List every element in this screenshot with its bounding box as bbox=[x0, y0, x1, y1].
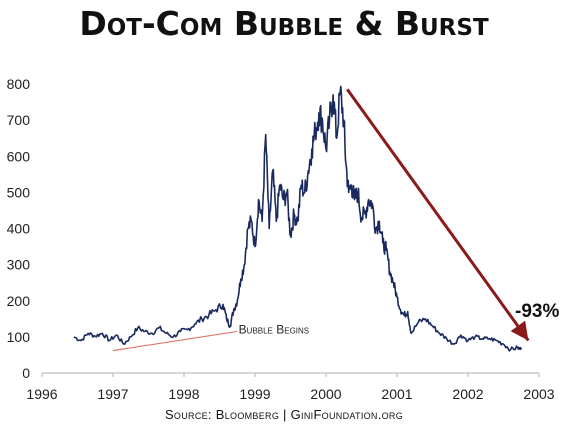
decline-percent-label: -93% bbox=[515, 301, 559, 322]
source-footer: Source: Bloomberg | GiniFoundation.org bbox=[164, 407, 404, 422]
y-tick-label: 500 bbox=[7, 184, 31, 200]
x-tick-label: 1999 bbox=[239, 386, 270, 402]
x-tick-label: 2002 bbox=[452, 386, 483, 402]
x-tick-label: 2001 bbox=[381, 386, 412, 402]
y-tick-label: 100 bbox=[7, 329, 31, 345]
x-tick-label: 1996 bbox=[26, 386, 57, 402]
bubble-trend-line bbox=[112, 330, 238, 352]
y-tick-label: 300 bbox=[7, 257, 31, 273]
x-tick-label: 2000 bbox=[310, 386, 341, 402]
y-tick-label: 200 bbox=[7, 293, 31, 309]
y-tick-label: 400 bbox=[7, 221, 31, 237]
chart-title: Dot-Com Bubble & Burst bbox=[79, 4, 489, 43]
x-tick-label: 2003 bbox=[523, 386, 554, 402]
y-tick-label: 700 bbox=[7, 112, 31, 128]
x-axis-ticks: 1996 1997 1998 1999 2000 2001 2002 2003 bbox=[26, 373, 555, 402]
y-tick-label: 600 bbox=[7, 148, 31, 164]
y-tick-label: 0 bbox=[22, 365, 30, 381]
y-axis-ticks: 0 100 200 300 400 500 600 700 800 bbox=[7, 76, 31, 381]
x-tick-label: 1997 bbox=[97, 386, 128, 402]
bubble-begins-label: Bubble Begins bbox=[239, 322, 309, 336]
crash-arrow bbox=[346, 88, 530, 342]
y-tick-label: 800 bbox=[7, 76, 31, 92]
x-tick-label: 1998 bbox=[168, 386, 199, 402]
series-line bbox=[73, 85, 523, 352]
